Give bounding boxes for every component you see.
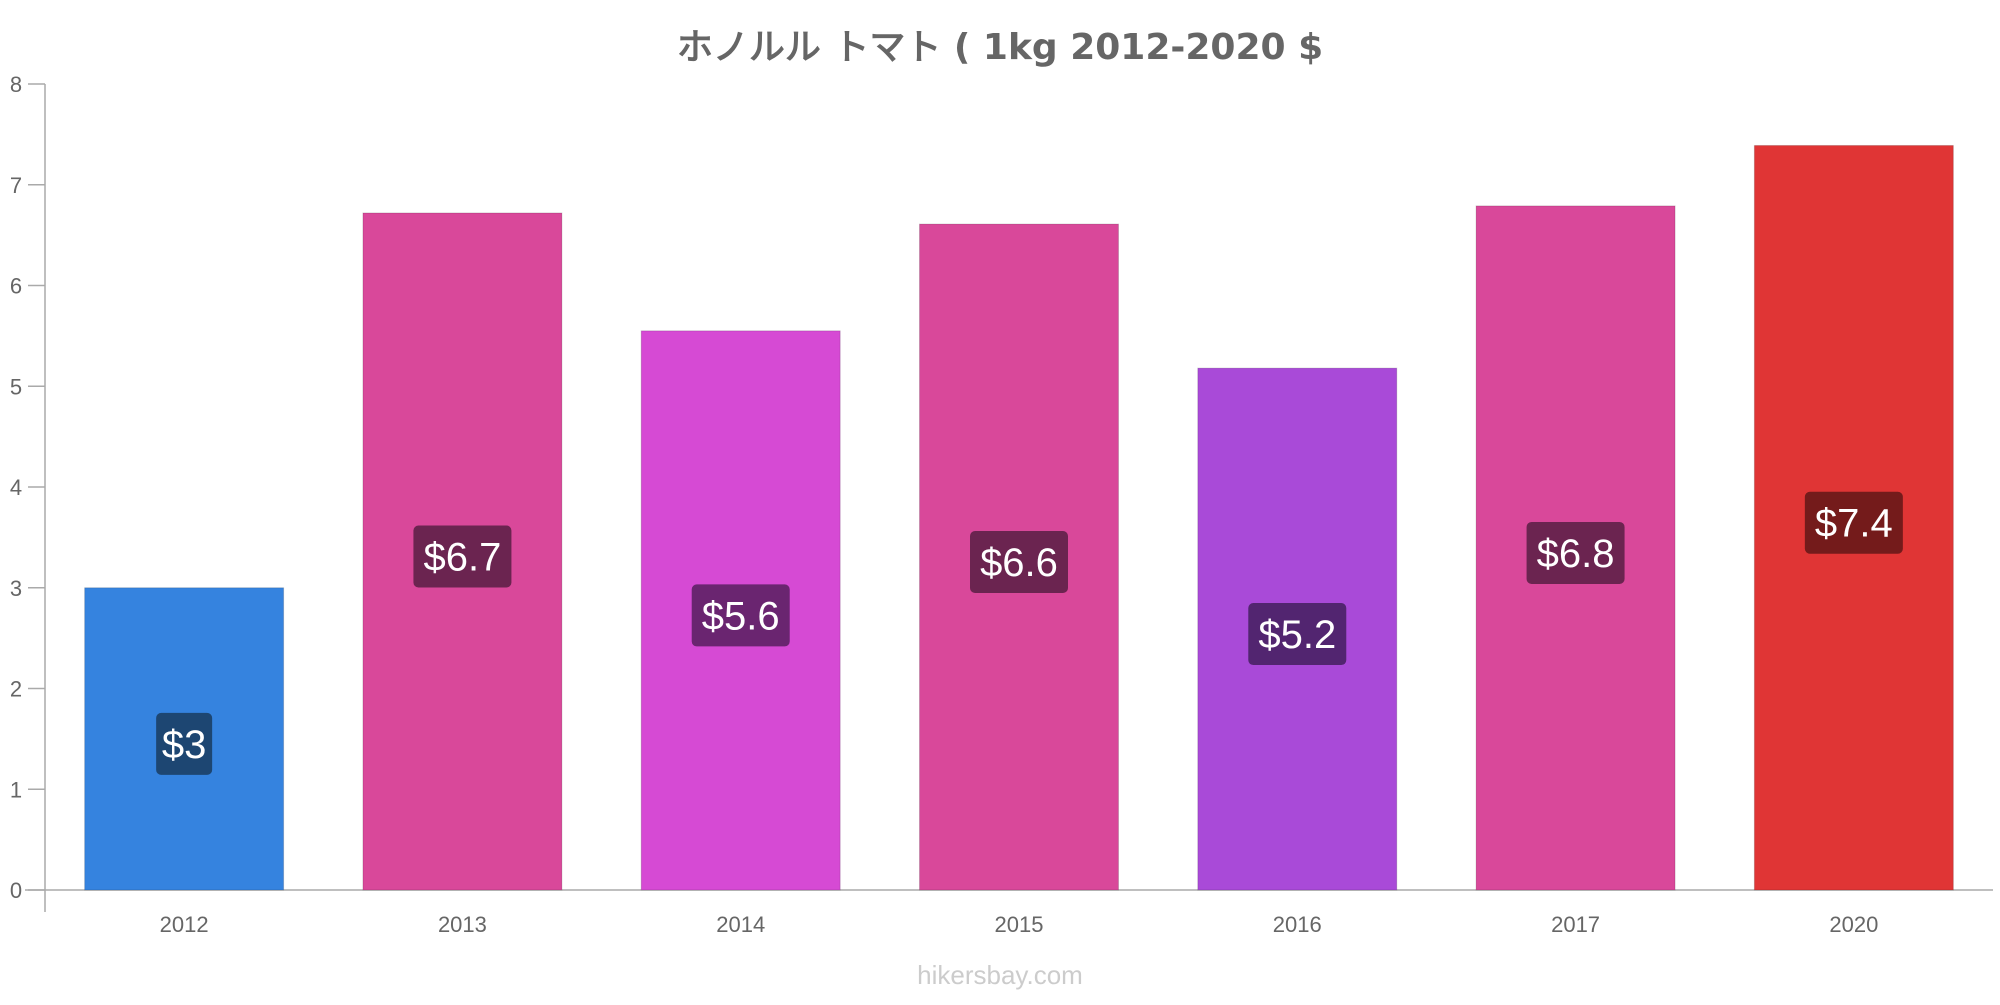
x-tick-label: 2012 — [160, 912, 209, 937]
x-tick-label: 2017 — [1551, 912, 1600, 937]
x-tick-label: 2013 — [438, 912, 487, 937]
y-tick-label: 4 — [10, 475, 22, 500]
x-tick-label: 2020 — [1829, 912, 1878, 937]
y-tick-label: 2 — [10, 677, 22, 702]
watermark: hikersbay.com — [917, 960, 1083, 990]
y-tick-label: 5 — [10, 374, 22, 399]
data-label: $3 — [162, 723, 207, 767]
data-label-box — [1248, 603, 1347, 666]
x-tick-label: 2015 — [995, 912, 1044, 937]
data-label-box — [156, 712, 213, 775]
x-tick-label: 2016 — [1273, 912, 1322, 937]
data-label: $6.7 — [423, 535, 501, 579]
y-tick-label: 3 — [10, 576, 22, 601]
data-label-box — [413, 525, 512, 588]
data-label: $7.4 — [1815, 502, 1893, 546]
x-tick-label: 2014 — [716, 912, 765, 937]
data-label-box — [1804, 491, 1903, 554]
data-label-box — [970, 531, 1068, 594]
y-tick-label: 1 — [10, 777, 22, 802]
data-label: $5.6 — [702, 594, 780, 638]
y-tick-label: 8 — [10, 72, 22, 97]
data-label-box — [1526, 521, 1625, 584]
data-label: $6.8 — [1537, 532, 1615, 576]
data-label: $5.2 — [1258, 613, 1336, 657]
chart-title: ホノルル トマト ( 1kg 2012-2020 $ — [676, 27, 1324, 68]
y-tick-label: 6 — [10, 274, 22, 299]
y-tick-label: 7 — [10, 173, 22, 198]
data-label: $6.6 — [980, 541, 1058, 585]
y-tick-label: 0 — [10, 878, 22, 903]
data-label-box — [691, 584, 790, 647]
